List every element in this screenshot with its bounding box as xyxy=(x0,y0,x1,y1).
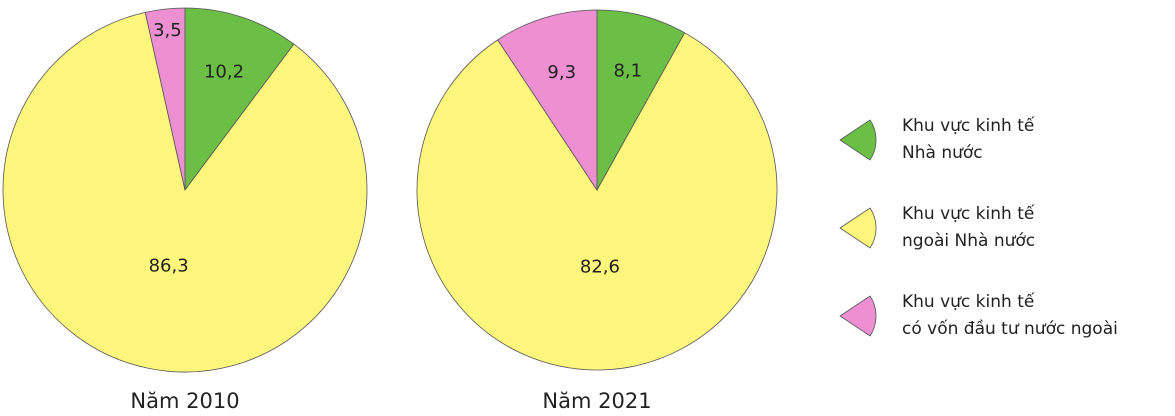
data-label: 10,2 xyxy=(204,62,244,83)
pie-slice xyxy=(416,32,778,371)
pie-slice xyxy=(596,9,686,192)
pie-slice xyxy=(184,7,295,192)
data-label: 86,3 xyxy=(149,256,189,277)
legend-swatch xyxy=(839,295,877,337)
pie-slice xyxy=(2,11,368,373)
pie-slice xyxy=(144,7,186,191)
data-label: 82,6 xyxy=(580,256,620,277)
pie-slice xyxy=(497,9,598,192)
legend-label: Khu vực kinh tế Nhà nước xyxy=(902,116,1035,163)
pie-title: Năm 2010 xyxy=(130,389,239,413)
legend-swatch xyxy=(839,207,877,249)
data-label: 8,1 xyxy=(613,61,642,82)
data-label: 3,5 xyxy=(153,20,182,41)
data-label: 9,3 xyxy=(547,62,576,83)
pie-title: Năm 2021 xyxy=(542,389,651,413)
legend-label: Khu vực kinh tế có vốn đầu tư nước ngoài xyxy=(902,292,1118,339)
legend-swatch xyxy=(839,119,877,161)
legend-label: Khu vực kinh tế ngoài Nhà nước xyxy=(902,204,1036,251)
